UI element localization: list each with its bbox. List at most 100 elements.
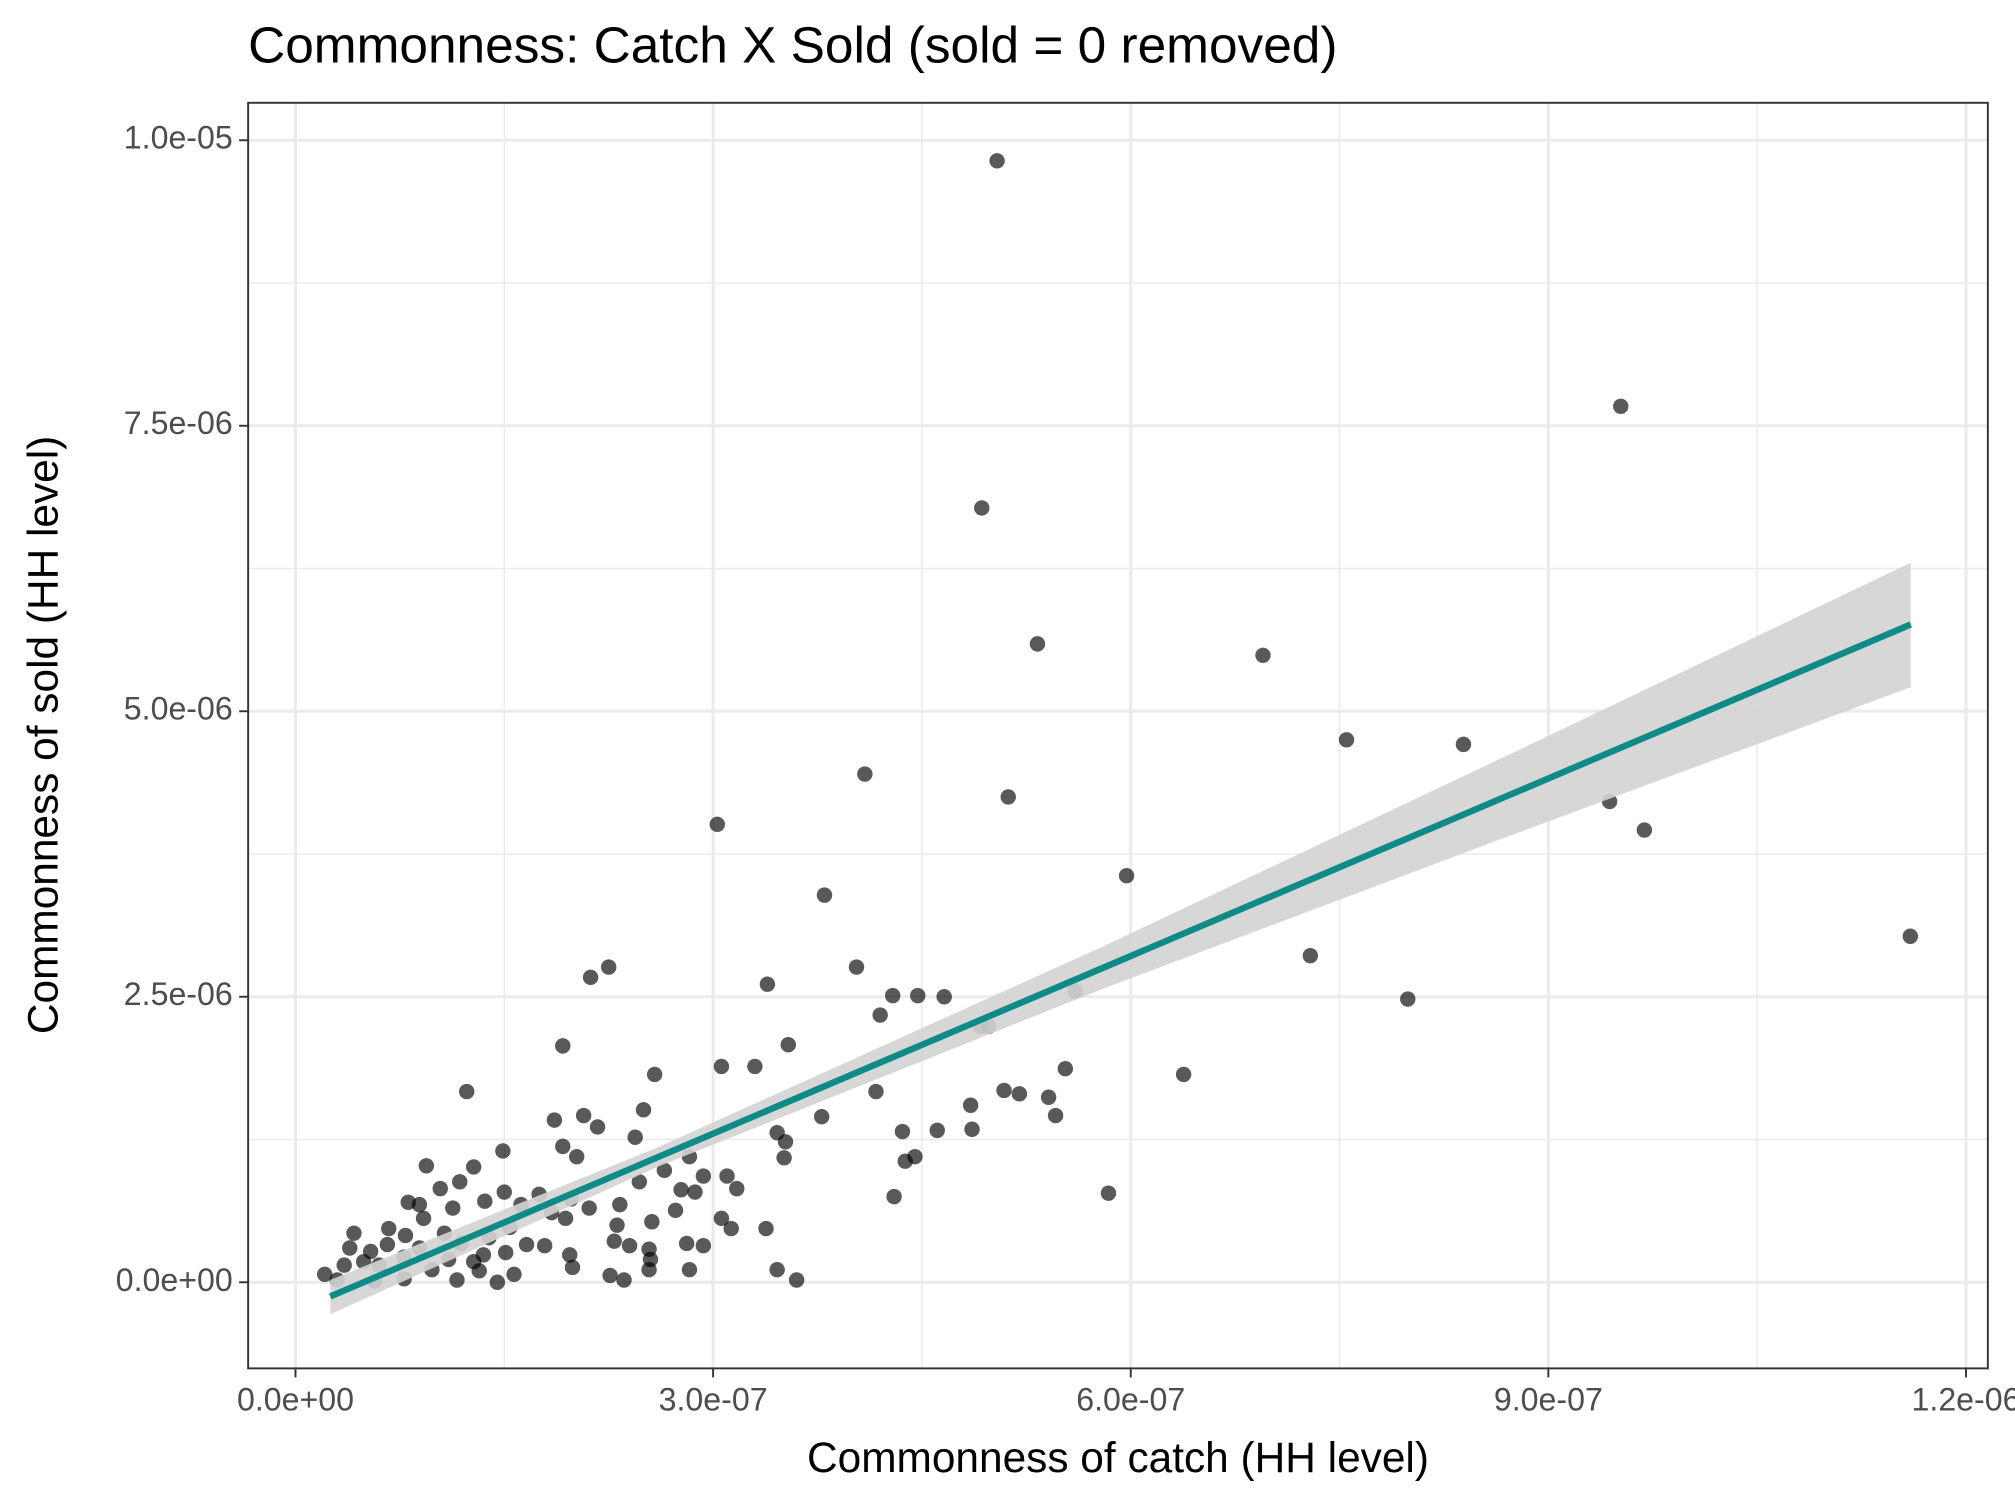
y-axis-title: Commonness of sold (HH level) [20, 436, 67, 1034]
point [687, 1184, 703, 1200]
point [1338, 732, 1355, 748]
point [612, 1196, 628, 1213]
point [897, 1153, 913, 1169]
point [1255, 647, 1271, 664]
point [562, 1247, 578, 1263]
point [678, 1235, 695, 1252]
point [974, 500, 990, 516]
point [568, 1148, 585, 1165]
point [582, 969, 599, 986]
point [546, 1112, 563, 1128]
point [381, 1220, 397, 1237]
point [575, 1107, 592, 1124]
point [418, 1158, 435, 1174]
point [719, 1168, 735, 1184]
point [495, 1143, 511, 1159]
point [1057, 1061, 1074, 1077]
point [1011, 1086, 1028, 1102]
point [465, 1159, 482, 1175]
point [1613, 398, 1629, 415]
point [1175, 1066, 1192, 1083]
point [723, 1220, 739, 1237]
point [713, 1210, 730, 1227]
point [964, 1121, 980, 1137]
point [589, 1119, 606, 1135]
point [555, 1138, 571, 1155]
point [635, 1102, 652, 1118]
point [747, 1058, 763, 1075]
point [788, 1272, 805, 1288]
y-tick-label: 5.0e-06 [124, 691, 233, 727]
point [857, 766, 873, 782]
point [317, 1266, 333, 1282]
x-tick-label: 0.0e+00 [237, 1381, 354, 1417]
point [536, 1238, 553, 1254]
point [555, 1038, 571, 1054]
point [989, 153, 1005, 169]
point [910, 987, 926, 1004]
point [1047, 1107, 1064, 1124]
point [729, 1180, 745, 1197]
point [929, 1122, 945, 1139]
point [600, 959, 617, 975]
x-axis-title: Commonness of catch (HH level) [807, 1434, 1429, 1481]
point [1400, 991, 1416, 1007]
point [996, 1082, 1012, 1099]
point [872, 1007, 888, 1023]
point [1029, 636, 1046, 652]
point [458, 1083, 475, 1100]
point [695, 1168, 712, 1184]
point [848, 959, 865, 975]
point [894, 1123, 911, 1140]
point [471, 1263, 487, 1279]
x-tick-label: 6.0e-07 [1076, 1381, 1185, 1417]
point [1902, 928, 1919, 944]
chart-title: Commonness: Catch X Sold (sold = 0 remov… [248, 15, 1337, 73]
point [631, 1174, 648, 1190]
x-tick-label: 1.2e-06 [1912, 1381, 2015, 1417]
point [673, 1182, 689, 1198]
x-tick-label: 3.0e-07 [659, 1381, 768, 1417]
point [769, 1262, 785, 1278]
point [646, 1066, 663, 1083]
point [644, 1214, 660, 1230]
point [432, 1180, 448, 1197]
point [415, 1210, 432, 1227]
point [449, 1272, 465, 1288]
point [780, 1037, 796, 1053]
point [776, 1150, 792, 1166]
point [627, 1129, 643, 1145]
point [695, 1238, 712, 1254]
point [759, 976, 776, 992]
point [496, 1184, 513, 1200]
point [777, 1134, 794, 1150]
y-tick-label: 1.0e-05 [124, 120, 233, 156]
point [557, 1210, 574, 1227]
point [518, 1236, 535, 1253]
fit-line [329, 621, 1912, 1300]
point [667, 1202, 684, 1219]
y-tick-label: 2.5e-06 [124, 976, 233, 1012]
plot-border [247, 101, 1989, 1370]
point [1118, 868, 1135, 884]
point [813, 1108, 830, 1125]
point [1000, 789, 1016, 805]
point [616, 1272, 632, 1288]
point [342, 1240, 358, 1256]
point [621, 1238, 638, 1254]
point [445, 1200, 461, 1216]
point [758, 1220, 774, 1237]
point [713, 1058, 730, 1075]
point [477, 1193, 493, 1209]
point [962, 1097, 979, 1113]
point [452, 1174, 468, 1190]
y-tick-label: 7.5e-06 [124, 405, 233, 441]
point [884, 987, 901, 1004]
point [1100, 1185, 1117, 1201]
point [609, 1217, 625, 1233]
y-tick-label: 0.0e+00 [116, 1262, 233, 1298]
point [346, 1225, 362, 1241]
point [506, 1266, 522, 1282]
